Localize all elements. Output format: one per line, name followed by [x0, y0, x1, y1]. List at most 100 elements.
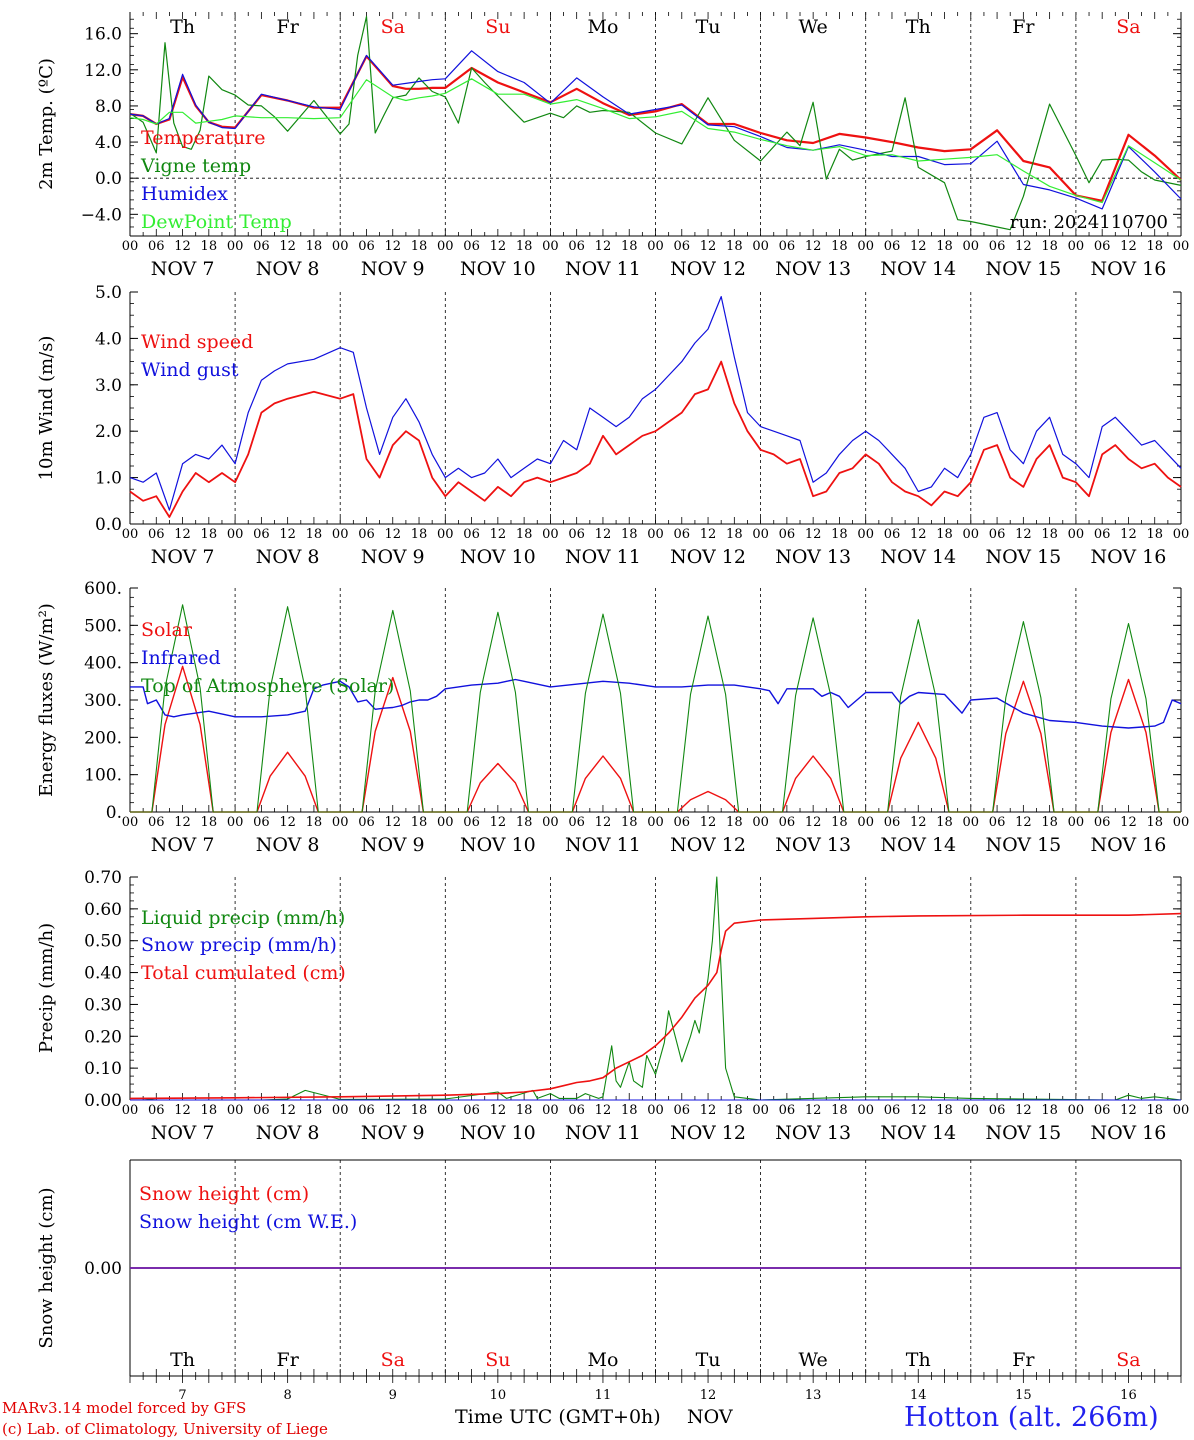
y-tick-label: 4.0: [95, 329, 122, 349]
hour-tick-label: 18: [306, 815, 323, 830]
day-name-label: We: [799, 16, 828, 38]
y-tick-label: 0.60: [84, 900, 122, 920]
hour-tick-label: 12: [490, 1103, 507, 1118]
day-number-label: 8: [284, 1388, 292, 1403]
date-label: NOV 9: [361, 1122, 425, 1144]
hour-tick-label: 12: [1120, 815, 1137, 830]
day-name-label: Fr: [1012, 16, 1035, 38]
hour-tick-label: 18: [1146, 815, 1163, 830]
hour-tick-label: 18: [1041, 1103, 1058, 1118]
hour-tick-label: 12: [279, 1103, 296, 1118]
day-number-label: 13: [805, 1388, 822, 1403]
date-label: NOV 11: [565, 546, 641, 568]
hour-tick-label: 00: [1068, 1103, 1085, 1118]
date-label: NOV 8: [256, 258, 320, 280]
hour-tick-label: 00: [857, 1103, 874, 1118]
hour-tick-label: 00: [542, 815, 559, 830]
y-tick-label: 500.: [84, 616, 122, 636]
hour-tick-label: 00: [963, 527, 980, 542]
day-name-label: Tu: [696, 1349, 721, 1371]
hour-tick-label: 12: [700, 239, 717, 254]
hour-tick-label: 12: [279, 815, 296, 830]
y-axis-label: Snow height (cm): [36, 1187, 57, 1348]
hour-tick-label: 00: [857, 527, 874, 542]
y-tick-label: 16.0: [84, 25, 122, 45]
hour-tick-label: 06: [779, 239, 796, 254]
y-tick-label: 600.: [84, 579, 122, 599]
month-label: NOV: [687, 1406, 733, 1428]
hour-tick-label: 18: [306, 239, 323, 254]
date-label: NOV 15: [985, 834, 1061, 856]
hour-tick-label: 00: [1173, 1103, 1190, 1118]
hour-tick-label: 06: [148, 1103, 165, 1118]
hour-tick-label: 18: [621, 527, 638, 542]
y-tick-label: 400.: [84, 654, 122, 674]
lab-credit: (c) Lab. of Climatology, University of L…: [2, 1420, 328, 1438]
y-tick-label: 200.: [84, 728, 122, 748]
date-label: NOV 16: [1091, 546, 1167, 568]
hour-tick-label: 12: [700, 815, 717, 830]
date-label: NOV 8: [256, 546, 320, 568]
series-infrared: [130, 678, 1182, 729]
y-tick-label: 12.0: [84, 61, 122, 81]
hour-tick-label: 06: [253, 239, 270, 254]
day-name-label: Th: [906, 1349, 931, 1371]
hour-tick-label: 00: [963, 1103, 980, 1118]
day-name-label: Tu: [696, 16, 721, 38]
y-tick-label: 0.30: [84, 995, 122, 1015]
hour-tick-label: 12: [1015, 1103, 1032, 1118]
hour-tick-label: 00: [542, 1103, 559, 1118]
hour-tick-label: 06: [884, 815, 901, 830]
hour-tick-label: 06: [779, 815, 796, 830]
hour-tick-label: 12: [174, 527, 191, 542]
hour-tick-label: 06: [358, 1103, 375, 1118]
hour-tick-label: 00: [857, 815, 874, 830]
station-label: Hotton (alt. 266m): [904, 1402, 1159, 1433]
day-name-label: Fr: [277, 1349, 300, 1371]
date-label: NOV 14: [880, 258, 956, 280]
hour-tick-label: 12: [595, 1103, 612, 1118]
hour-tick-label: 06: [1094, 527, 1111, 542]
legend-entry: Total cumulated (cm): [141, 962, 346, 984]
y-axis-label: 2m Temp. (ºC): [36, 58, 57, 190]
day-name-label: Th: [170, 16, 195, 38]
hour-tick-label: 12: [384, 1103, 401, 1118]
hour-tick-label: 12: [1120, 527, 1137, 542]
hour-tick-label: 00: [963, 815, 980, 830]
y-tick-label: 0.00: [84, 1091, 122, 1111]
day-name-label: Sa: [381, 16, 405, 38]
legend-entry: Humidex: [141, 183, 228, 205]
hour-tick-label: 00: [227, 527, 244, 542]
date-label: NOV 10: [460, 834, 536, 856]
hour-tick-label: 18: [621, 815, 638, 830]
hour-tick-label: 00: [647, 815, 664, 830]
hour-tick-label: 00: [647, 239, 664, 254]
hour-tick-label: 00: [752, 1103, 769, 1118]
hour-tick-label: 06: [989, 1103, 1006, 1118]
hour-tick-label: 12: [490, 815, 507, 830]
hour-tick-label: 06: [463, 239, 480, 254]
hour-tick-label: 18: [831, 815, 848, 830]
hour-tick-label: 00: [437, 815, 454, 830]
hour-tick-label: 12: [595, 527, 612, 542]
legend-entry: Wind gust: [141, 359, 239, 381]
hour-tick-label: 12: [1015, 527, 1032, 542]
day-name-label: Fr: [277, 16, 300, 38]
hour-tick-label: 00: [857, 239, 874, 254]
hour-tick-label: 06: [148, 815, 165, 830]
hour-tick-label: 06: [674, 1103, 691, 1118]
hour-tick-label: 06: [463, 1103, 480, 1118]
y-tick-label: 0.00: [84, 1259, 122, 1279]
hour-tick-label: 06: [674, 527, 691, 542]
hour-tick-label: 18: [411, 239, 428, 254]
day-number-label: 15: [1015, 1388, 1032, 1403]
hour-tick-label: 18: [516, 815, 533, 830]
hour-tick-label: 18: [1146, 527, 1163, 542]
day-number-label: 16: [1120, 1388, 1137, 1403]
day-number-label: 10: [490, 1388, 507, 1403]
hour-tick-label: 00: [1173, 815, 1190, 830]
hour-tick-label: 18: [516, 239, 533, 254]
day-name-label: Su: [485, 16, 510, 38]
panel-1: −4.0 0.0 4.0 8.0 12.0 16.0 2m Temp. (ºC) 00 06 12…: [36, 12, 1189, 280]
day-number-label: 12: [700, 1388, 717, 1403]
